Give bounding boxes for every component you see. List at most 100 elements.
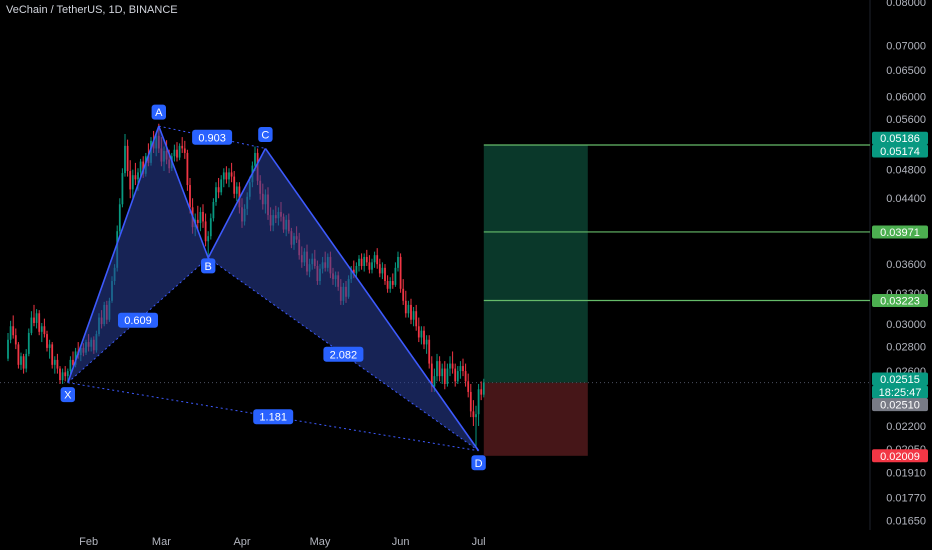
ratio-label[interactable]: 1.181 (253, 409, 294, 425)
candle-body (464, 371, 467, 382)
candle-body (40, 326, 43, 332)
candle-body (368, 262, 371, 270)
candle-body (456, 371, 459, 382)
candle-body (17, 344, 20, 365)
candle-body (376, 255, 379, 265)
candle-body (202, 211, 204, 222)
candle-body (477, 389, 480, 415)
x-tick-label: Mar (152, 536, 171, 548)
ratio-label[interactable]: 2.082 (323, 346, 364, 362)
price-axis-label-bg (872, 131, 928, 145)
candle-body (69, 359, 72, 372)
candle-body (228, 172, 230, 180)
candle-body (480, 389, 483, 395)
y-tick-label: 0.07000 (886, 41, 926, 53)
profit-zone[interactable] (483, 145, 588, 383)
point-label-a-text: A (155, 107, 163, 119)
candle-body (462, 366, 464, 372)
candle-body (204, 221, 207, 242)
candle-body (199, 211, 202, 224)
candle-body (230, 172, 233, 177)
point-label-c-text: C (261, 129, 269, 141)
candle-body (178, 145, 181, 158)
candle-body (441, 368, 444, 377)
candle-body (371, 262, 373, 270)
point-label-b[interactable]: B (201, 258, 216, 274)
candle-body (451, 363, 454, 369)
price-axis-label-bg (872, 398, 928, 412)
candle-body (142, 161, 145, 174)
candle-body (222, 172, 225, 180)
y-tick-label: 0.04800 (886, 165, 926, 177)
candle-body (61, 372, 64, 381)
pattern-leg-cd[interactable] (264, 147, 480, 452)
candle-body (131, 175, 134, 190)
candle-body (12, 326, 15, 336)
price-axis-label-text: 0.03971 (880, 227, 920, 239)
candle-body (48, 344, 51, 348)
ratio-label[interactable]: 0.609 (118, 312, 158, 328)
candle-body (399, 256, 402, 289)
price-axis-label-text: 18:25:47 (879, 387, 922, 399)
candle-body (472, 411, 475, 418)
price-axis-label-bg (872, 385, 928, 399)
candle-body (391, 281, 394, 285)
candle-body (436, 361, 438, 377)
candle-body (124, 145, 126, 174)
price-axis-label-text: 0.05174 (880, 146, 920, 158)
ratio-label-bg (253, 409, 294, 425)
y-tick-label: 0.03600 (886, 259, 926, 271)
ratio-label[interactable]: 0.903 (192, 129, 233, 145)
candle-body (215, 187, 217, 202)
candle-body (386, 281, 389, 289)
point-label-a[interactable]: A (151, 104, 166, 120)
candle-body (358, 258, 360, 266)
x-tick-label: Apr (233, 536, 250, 548)
price-axis-label: 0.03223 (872, 294, 928, 308)
candle-body (27, 332, 30, 354)
y-tick-label: 0.03000 (886, 319, 926, 331)
candle-body (20, 356, 22, 365)
candle-body (363, 256, 366, 266)
candle-body (352, 269, 355, 274)
candle-body (407, 304, 410, 314)
candle-body (118, 204, 121, 232)
candle-body (438, 361, 441, 377)
candle-body (196, 219, 199, 224)
price-axis-label: 0.02009 (872, 449, 928, 463)
ratio-line-ac (158, 125, 266, 149)
price-axis-label: 0.03971 (872, 225, 928, 239)
candle-body (235, 186, 238, 194)
price-axis-label: 0.05174 (872, 144, 928, 158)
candle-body (415, 311, 418, 327)
candle-body (394, 267, 397, 285)
price-axis-label-bg (872, 372, 928, 386)
pattern-triangle-bcd[interactable] (208, 148, 479, 451)
price-axis-label-bg (872, 294, 928, 308)
candle-body (173, 149, 176, 157)
candle-body (72, 359, 74, 365)
price-axis-label: 18:25:47 (872, 385, 928, 399)
pattern-leg-bc[interactable] (207, 148, 267, 259)
pattern-leg-ab[interactable] (158, 125, 209, 259)
ratio-line-xb (67, 257, 209, 384)
price-axis-label-text: 0.02515 (880, 374, 920, 386)
point-label-x[interactable]: X (60, 387, 75, 403)
pattern-leg-xa[interactable] (67, 125, 160, 383)
candle-body (420, 330, 423, 338)
y-tick-label: 0.06000 (886, 91, 926, 103)
pattern-triangle-xab[interactable] (67, 126, 209, 383)
candle-body (183, 148, 186, 153)
candle-body (433, 376, 436, 387)
candle-body (137, 172, 139, 180)
point-label-c[interactable]: C (258, 126, 273, 142)
candle-body (381, 267, 384, 274)
candle-body (423, 330, 425, 345)
candle-body (9, 326, 12, 340)
loss-zone[interactable] (483, 382, 588, 456)
candle-body (186, 152, 189, 186)
y-tick-label: 0.01650 (886, 515, 926, 527)
point-label-d[interactable]: D (471, 455, 486, 471)
